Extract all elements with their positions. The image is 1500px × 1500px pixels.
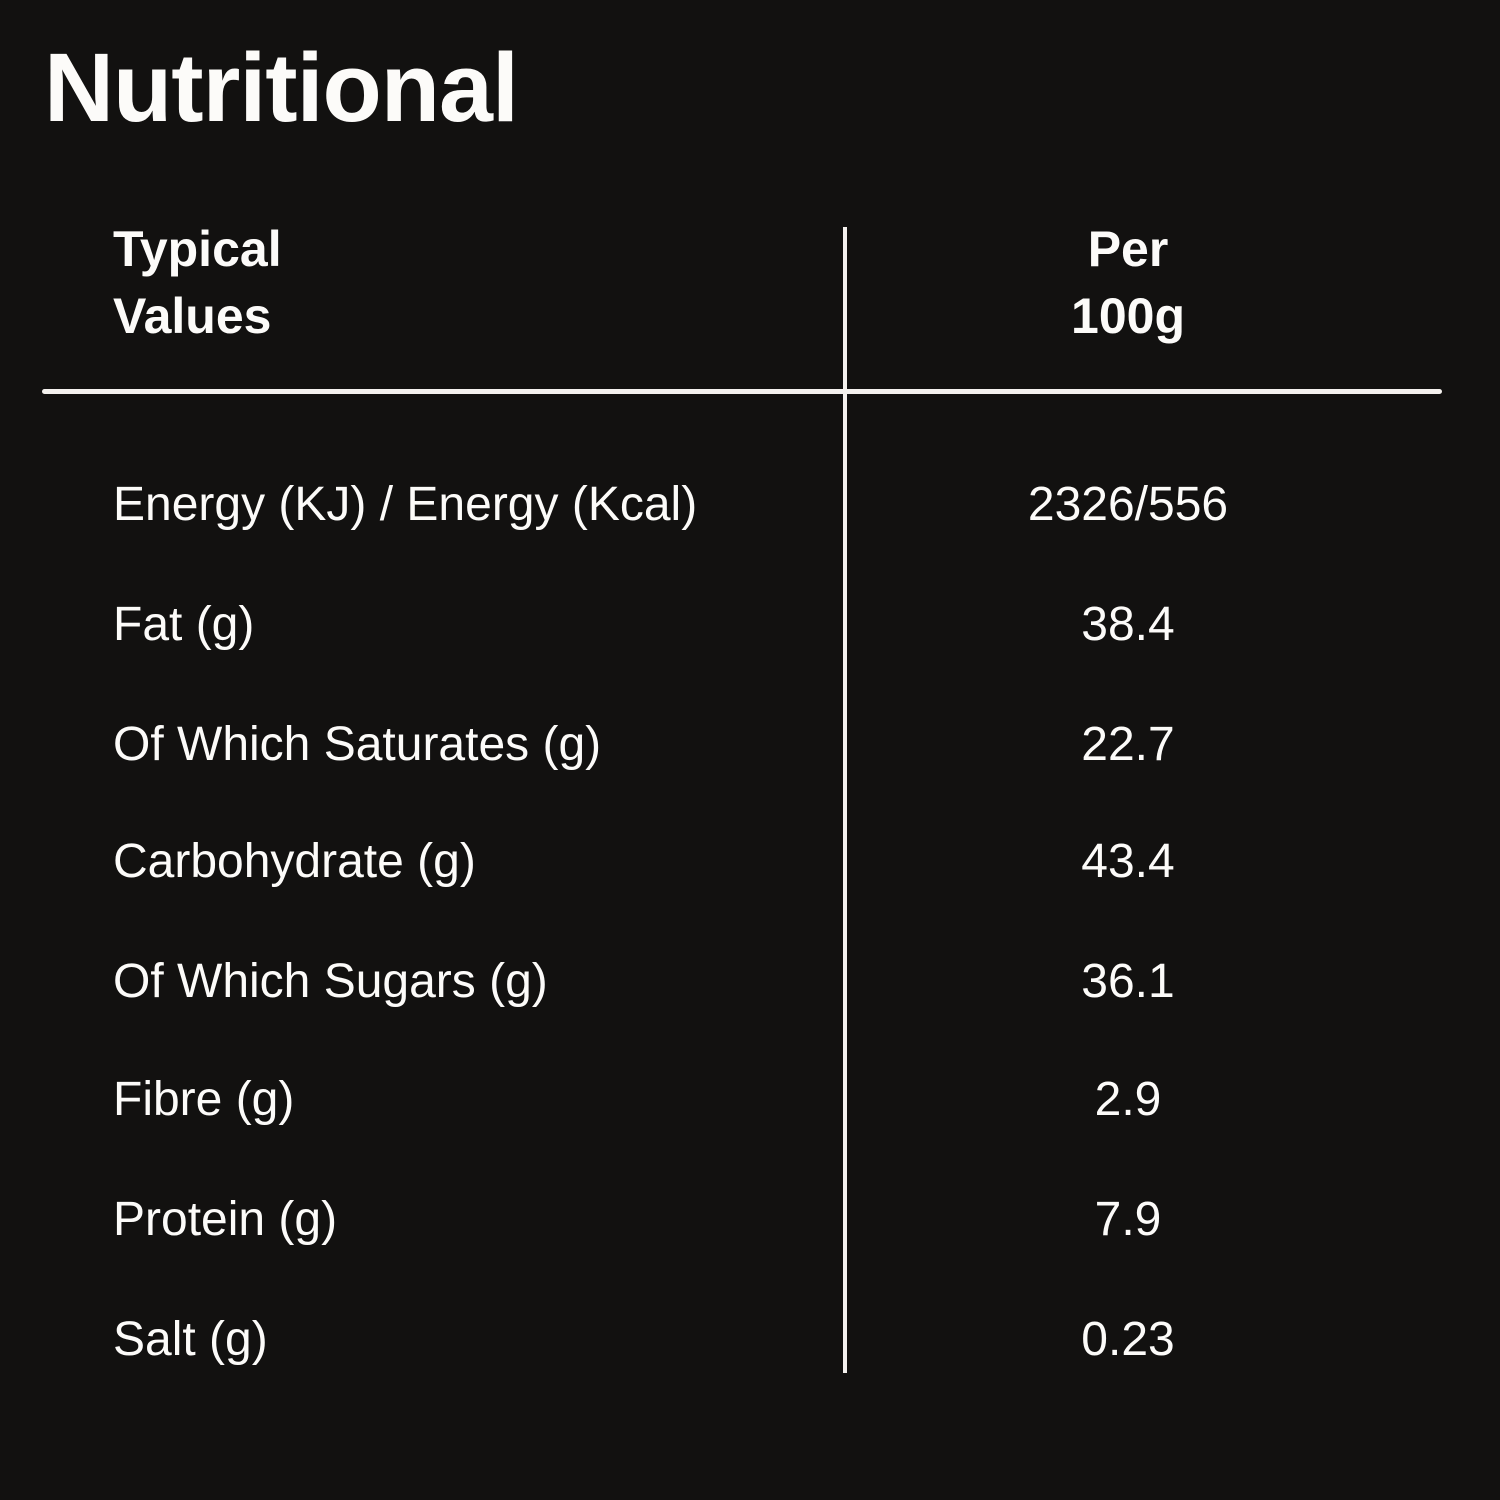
table-row-protein: Protein (g) 7.9 [0,1189,1500,1251]
table-row-carbohydrate: Carbohydrate (g) 43.4 [0,831,1500,893]
row-value: 2.9 [1094,1073,1162,1126]
table-row-salt: Salt (g) 0.23 [0,1309,1500,1371]
column-header-per-100g-line2: 100g [1071,288,1185,344]
column-header-typical-values-line2: Values [113,288,272,344]
row-value: 7.9 [1094,1193,1162,1246]
row-value: 38.4 [1081,598,1175,651]
table-row-energy: Energy (KJ) / Energy (Kcal) 2326/556 [0,474,1500,536]
header-divider-line [42,389,1442,394]
row-value: 43.4 [1081,835,1175,888]
column-header-per-100g: Per 100g [930,216,1326,350]
column-header-typical-values-line1: Typical [113,221,282,277]
page-title: Nutritional [44,33,519,142]
row-label: Fibre (g) [113,1073,295,1126]
table-row-saturates: Of Which Saturates (g) 22.7 [0,714,1500,776]
row-label: Of Which Sugars (g) [113,955,548,1008]
row-label: Carbohydrate (g) [113,835,476,888]
column-header-typical-values: Typical Values [113,216,282,350]
row-value: 2326/556 [1027,478,1229,531]
row-label: Protein (g) [113,1193,338,1246]
table-row-fat: Fat (g) 38.4 [0,594,1500,656]
row-label: Salt (g) [113,1313,268,1366]
row-value: 36.1 [1081,955,1175,1008]
row-label: Of Which Saturates (g) [113,718,602,771]
table-row-fibre: Fibre (g) 2.9 [0,1069,1500,1131]
row-label: Energy (KJ) / Energy (Kcal) [113,478,698,531]
column-header-per-100g-line1: Per [1087,221,1169,277]
row-value: 0.23 [1081,1313,1175,1366]
row-label: Fat (g) [113,598,255,651]
column-divider-line [843,227,847,1373]
row-value: 22.7 [1081,718,1175,771]
table-row-sugars: Of Which Sugars (g) 36.1 [0,951,1500,1013]
